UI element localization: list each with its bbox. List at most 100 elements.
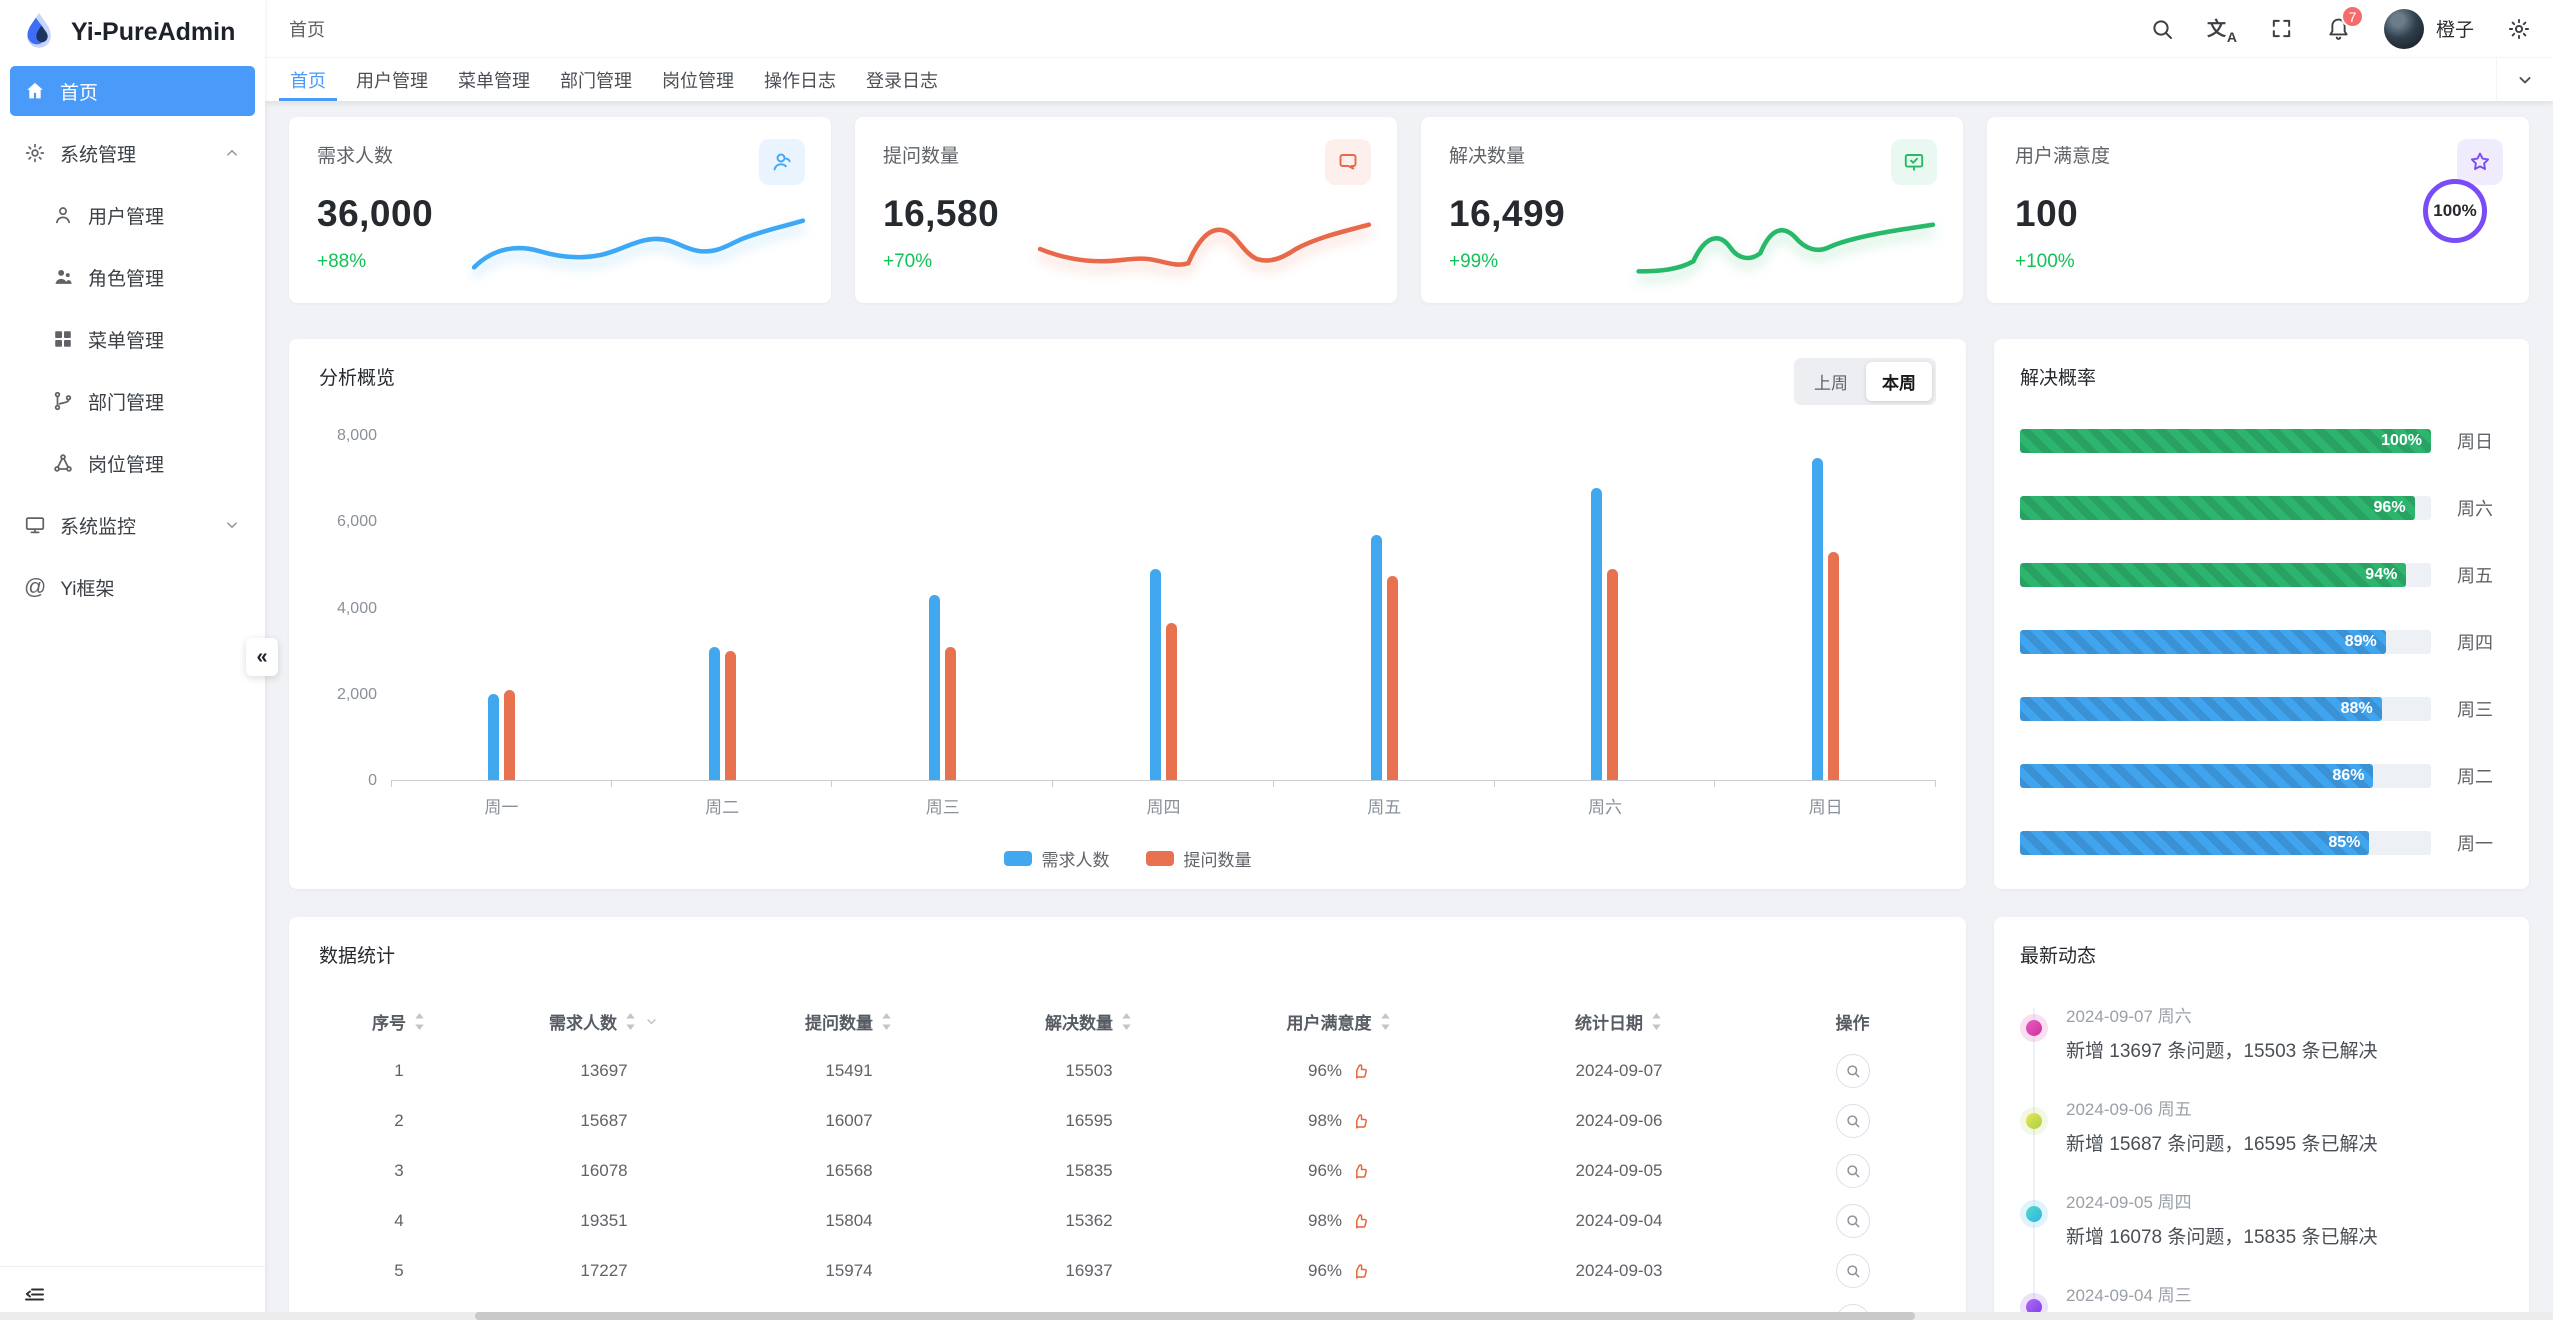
magnifier-icon xyxy=(1845,1163,1861,1179)
column-header-统计日期[interactable]: 统计日期 xyxy=(1469,1009,1769,1034)
thumb-icon xyxy=(1351,1262,1370,1281)
progress-label: 周一 xyxy=(2457,834,2493,854)
latest-activity-title: 最新动态 xyxy=(2020,946,2097,967)
toggle-本周[interactable]: 本周 xyxy=(1866,362,1932,401)
toggle-上周[interactable]: 上周 xyxy=(1798,362,1864,401)
stat-card-title: 解决数量 xyxy=(1449,146,1526,167)
progress-label: 周日 xyxy=(2457,432,2493,452)
cell-demand: 19351 xyxy=(580,1211,628,1230)
activity-body: 2024-09-07 周六 新增 13697 条问题，15503 条已解决 xyxy=(2066,992,2378,1063)
progress-value: 88% xyxy=(2340,700,2373,717)
view-detail-button[interactable] xyxy=(1835,1254,1870,1288)
sidebar-item-nodes[interactable]: 岗位管理 xyxy=(10,438,255,488)
notification-bell-icon[interactable]: 7 xyxy=(2326,5,2364,41)
tab-操作日志[interactable]: 操作日志 xyxy=(764,70,836,91)
thumb-icon xyxy=(1351,1212,1370,1231)
column-label: 序号 xyxy=(372,1013,406,1033)
x-axis-label: 周二 xyxy=(705,798,740,817)
view-detail-button[interactable] xyxy=(1835,1154,1870,1188)
sidebar-item-label: 系统管理 xyxy=(60,144,137,166)
sidebar-item-grid[interactable]: 菜单管理 xyxy=(10,314,255,364)
bar-提问数量 xyxy=(1386,575,1398,780)
message-check-icon xyxy=(1891,139,1937,185)
tab-菜单管理[interactable]: 菜单管理 xyxy=(458,70,530,91)
sort-carets-icon[interactable] xyxy=(880,1012,893,1031)
cell-date: 2024-09-07 xyxy=(1575,1061,1663,1080)
search-icon[interactable] xyxy=(2150,17,2174,41)
sort-carets-icon[interactable] xyxy=(1379,1012,1392,1031)
column-header-用户满意度[interactable]: 用户满意度 xyxy=(1209,1009,1469,1034)
stat-cards: 需求人数 36,000 +88% 提问数量 16,580 +70% 解决数量 16,… xyxy=(289,117,2529,303)
logo: Yi-PureAdmin xyxy=(0,0,265,64)
tab-用户管理[interactable]: 用户管理 xyxy=(356,70,428,91)
sort-carets-icon[interactable] xyxy=(1650,1012,1663,1031)
view-detail-button[interactable] xyxy=(1835,1054,1870,1088)
x-axis-label: 周一 xyxy=(484,798,519,817)
bar-group-周四 xyxy=(1053,436,1274,787)
branch-icon xyxy=(52,390,74,412)
column-header-序号[interactable]: 序号 xyxy=(319,1009,479,1034)
table-header-row: 序号 需求人数 提问数量 解决数量 用户满意度 统计日期 操作 xyxy=(319,996,1936,1046)
column-header-提问数量[interactable]: 提问数量 xyxy=(729,1009,969,1034)
cell-date: 2024-09-03 xyxy=(1575,1261,1663,1280)
tag-options-chevron-icon[interactable] xyxy=(2496,58,2553,101)
progress-row-周二: 86% 周二 xyxy=(2020,763,2503,789)
filter-chevron-icon[interactable] xyxy=(644,1014,659,1029)
view-detail-button[interactable] xyxy=(1835,1104,1870,1138)
settings-gear-icon[interactable] xyxy=(2507,17,2531,41)
progress-fill: 86% xyxy=(2020,764,2374,788)
tag-list: 首页 用户管理 菜单管理 部门管理 岗位管理 操作日志 登录日志 xyxy=(275,58,953,101)
stat-card-title: 用户满意度 xyxy=(2015,146,2111,167)
legend-item-需求人数[interactable]: 需求人数 xyxy=(1003,846,1110,871)
sort-carets-icon[interactable] xyxy=(1120,1012,1133,1031)
column-header-需求人数[interactable]: 需求人数 xyxy=(479,1009,729,1034)
tab-部门管理[interactable]: 部门管理 xyxy=(560,70,632,91)
sort-carets-icon[interactable] xyxy=(624,1012,637,1031)
x-axis-label: 周五 xyxy=(1367,798,1402,817)
cell-solved: 15503 xyxy=(1065,1061,1113,1080)
bar-group-周日 xyxy=(1715,436,1936,787)
sidebar-item-label: 岗位管理 xyxy=(88,454,165,476)
progress-value: 89% xyxy=(2344,633,2377,650)
tab-登录日志[interactable]: 登录日志 xyxy=(866,70,938,91)
view-detail-button[interactable] xyxy=(1835,1204,1870,1238)
satisfaction-value: 96% xyxy=(1307,1261,1343,1280)
user-menu[interactable]: 橙子 xyxy=(2383,8,2474,49)
tab-岗位管理[interactable]: 岗位管理 xyxy=(662,70,734,91)
statistics-panel: 数据统计 序号 需求人数 提问数量 解决数量 用户满意度 统计日期 操作 1 13697 15… xyxy=(289,917,1966,1320)
bar-group-周三 xyxy=(832,436,1053,787)
sidebar-collapse-button[interactable]: « xyxy=(246,638,278,676)
sidebar-item-label: 菜单管理 xyxy=(88,330,165,352)
sort-carets-icon[interactable] xyxy=(413,1012,426,1031)
cell-date: 2024-09-05 xyxy=(1575,1161,1663,1180)
cell-satisfaction: 98% xyxy=(1209,1111,1469,1131)
stat-card-title: 需求人数 xyxy=(317,146,394,167)
satisfaction-ring: 100% xyxy=(2423,179,2487,243)
sidebar-item-at[interactable]: @ Yi框架 xyxy=(10,562,255,612)
progress-fill: 94% xyxy=(2020,563,2407,587)
legend-item-提问数量[interactable]: 提问数量 xyxy=(1145,846,1252,871)
fullscreen-icon[interactable] xyxy=(2270,17,2293,40)
analysis-panel: 分析概览 上周 本周 8,000 6,000 4,000 2,000 0 周一 周二 周三 周四… xyxy=(289,339,1966,889)
sidebar-item-role[interactable]: 角色管理 xyxy=(10,252,255,302)
breadcrumb[interactable]: 首页 xyxy=(289,19,325,40)
sidebar-item-home[interactable]: 首页 xyxy=(10,66,255,116)
notification-badge: 7 xyxy=(2340,5,2364,28)
sidebar-item-branch[interactable]: 部门管理 xyxy=(10,376,255,426)
cell-questions: 16007 xyxy=(825,1111,873,1130)
activity-date: 2024-09-06 周五 xyxy=(2066,1100,2192,1119)
table-row: 4 19351 15804 15362 98% 2024-09-04 xyxy=(319,1196,1936,1246)
sidebar-item-gear[interactable]: 系统管理 xyxy=(10,128,255,178)
sidebar-item-monitor[interactable]: 系统监控 xyxy=(10,500,255,550)
column-label: 需求人数 xyxy=(549,1013,617,1033)
horizontal-scrollbar-thumb[interactable] xyxy=(475,1312,1915,1320)
table-row: 2 15687 16007 16595 98% 2024-09-06 xyxy=(319,1096,1936,1146)
column-label: 提问数量 xyxy=(805,1013,873,1033)
sidebar-item-user[interactable]: 用户管理 xyxy=(10,190,255,240)
menu-fold-icon[interactable] xyxy=(22,1282,46,1306)
tab-首页[interactable]: 首页 xyxy=(275,58,341,101)
column-header-解决数量[interactable]: 解决数量 xyxy=(969,1009,1209,1034)
sidebar: Yi-PureAdmin 首页系统管理用户管理角色管理菜单管理部门管理岗位管理系… xyxy=(0,0,278,1320)
column-label: 统计日期 xyxy=(1575,1013,1643,1033)
